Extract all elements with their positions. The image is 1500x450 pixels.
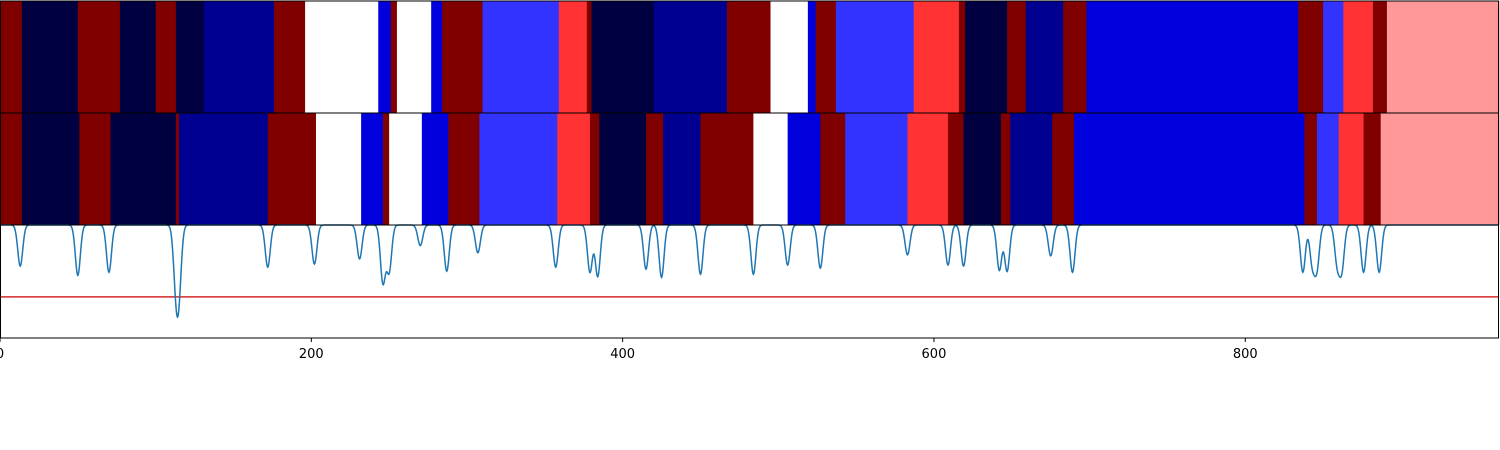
- strip-middle-segment-32: [1316, 113, 1340, 225]
- strip-middle-segment-33: [1338, 113, 1365, 225]
- strip-middle-segment-8: [361, 113, 384, 225]
- strip-top-segment-25: [958, 1, 966, 113]
- strip-top-segment-8: [305, 1, 379, 113]
- strip-top-segment-4: [155, 1, 177, 113]
- strip-middle-segment-7: [315, 113, 362, 225]
- strip-middle-segment-23: [845, 113, 909, 225]
- strip-middle-segment-12: [448, 113, 481, 225]
- strip-middle-segment-5: [179, 113, 269, 225]
- strip-middle-segment-24: [907, 113, 949, 225]
- strip-top-segment-31: [1298, 1, 1324, 113]
- strip-top-segment-16: [586, 1, 593, 113]
- strip-top-segment-0: [0, 1, 23, 113]
- strip-top-segment-28: [1025, 1, 1064, 113]
- strip-middle-segment-35: [1380, 113, 1500, 225]
- strip-middle-segment-19: [700, 113, 754, 225]
- strip-top-segment-35: [1386, 1, 1500, 113]
- heatmap-strip-top: [0, 1, 1500, 113]
- strip-top-segment-3: [119, 1, 157, 113]
- strip-top-segment-24: [913, 1, 960, 113]
- strip-top-segment-17: [591, 1, 655, 113]
- x-tick-label-200: 200: [299, 347, 324, 362]
- x-tick-label-800: 800: [1233, 347, 1258, 362]
- x-axis: 0 200 400 600 800: [0, 338, 1258, 362]
- strip-top-segment-20: [770, 1, 809, 113]
- strip-middle-segment-31: [1304, 113, 1318, 225]
- strip-top-segment-29: [1063, 1, 1088, 113]
- signal-panel: [0, 224, 1499, 319]
- strip-top-segment-30: [1086, 1, 1299, 113]
- strip-top-segment-23: [835, 1, 915, 113]
- strip-top-segment-26: [965, 1, 1008, 113]
- strip-top-segment-34: [1372, 1, 1388, 113]
- strip-middle-segment-29: [1052, 113, 1075, 225]
- strip-middle-segment-26: [963, 113, 1002, 225]
- strip-middle-segment-20: [753, 113, 789, 225]
- strip-middle-segment-11: [421, 113, 449, 225]
- strip-middle-segment-13: [479, 113, 558, 225]
- strip-middle-segment-16: [599, 113, 647, 225]
- strip-middle-segment-4: [175, 113, 180, 225]
- strip-middle-segment-22: [820, 113, 846, 225]
- strip-top-segment-19: [726, 1, 772, 113]
- signal-line: [0, 224, 1499, 319]
- strip-top-segment-2: [77, 1, 121, 113]
- strip-top-segment-32: [1323, 1, 1344, 113]
- strip-middle-segment-0: [0, 113, 23, 225]
- strip-top-segment-14: [482, 1, 560, 113]
- strip-middle-segment-18: [663, 113, 702, 225]
- strip-middle-segment-34: [1363, 113, 1382, 225]
- strip-top-segment-10: [390, 1, 398, 113]
- x-tick-label-0: 0: [0, 347, 4, 362]
- strip-top-segment-22: [815, 1, 837, 113]
- strip-middle-segment-6: [267, 113, 317, 225]
- strip-middle-segment-3: [110, 113, 177, 225]
- strip-middle-segment-10: [389, 113, 423, 225]
- strip-top-segment-15: [558, 1, 588, 113]
- strip-top-segment-13: [442, 1, 484, 113]
- strip-top-segment-11: [396, 1, 432, 113]
- strip-middle-segment-14: [557, 113, 591, 225]
- strip-top-segment-27: [1007, 1, 1027, 113]
- strip-top-segment-5: [175, 1, 205, 113]
- strip-top-segment-6: [203, 1, 275, 113]
- strip-middle-segment-30: [1074, 113, 1306, 225]
- strip-top-segment-7: [273, 1, 306, 113]
- strip-middle-segment-2: [79, 113, 112, 225]
- strip-middle-segment-9: [382, 113, 390, 225]
- strip-middle-segment-17: [645, 113, 664, 225]
- strip-top-segment-1: [21, 1, 79, 113]
- x-tick-label-600: 600: [922, 347, 947, 362]
- strip-middle-segment-21: [787, 113, 821, 225]
- strip-top-segment-33: [1343, 1, 1374, 113]
- strip-top-segment-9: [378, 1, 392, 113]
- strip-top-segment-18: [653, 1, 728, 113]
- x-tick-label-400: 400: [610, 347, 635, 362]
- strip-top-segment-12: [431, 1, 443, 113]
- strip-middle-segment-1: [21, 113, 80, 225]
- strip-middle-segment-27: [1000, 113, 1011, 225]
- strip-middle-segment-15: [589, 113, 600, 225]
- heatmap-strip-middle: [0, 113, 1500, 225]
- strip-top-segment-21: [807, 1, 817, 113]
- strip-middle-segment-25: [947, 113, 965, 225]
- strip-middle-segment-28: [1010, 113, 1053, 225]
- signal-panel-frame: [0, 224, 1499, 339]
